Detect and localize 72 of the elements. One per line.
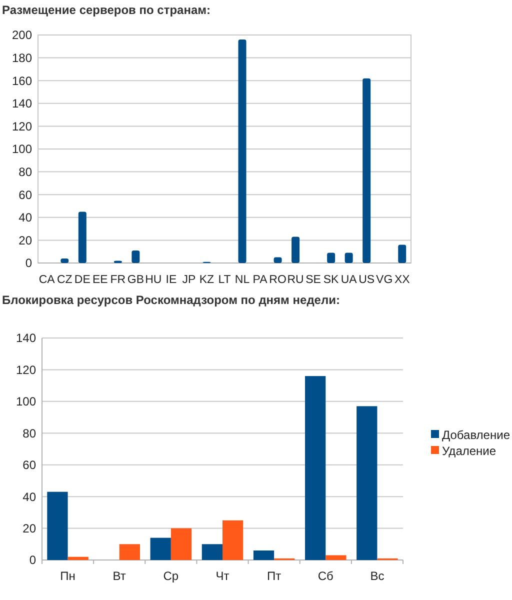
x-tick-label: XX bbox=[394, 274, 410, 286]
y-tick-label: 100 bbox=[16, 394, 36, 409]
bar bbox=[253, 550, 274, 560]
y-tick-label: 140 bbox=[16, 331, 36, 346]
x-tick-label: GB bbox=[127, 274, 144, 286]
x-tick-label: HU bbox=[145, 274, 162, 286]
x-tick-label: Вт bbox=[112, 569, 126, 583]
bar bbox=[150, 538, 171, 560]
x-tick-label: VG bbox=[376, 274, 393, 286]
bar bbox=[274, 257, 282, 263]
y-tick-label: 120 bbox=[12, 119, 32, 134]
y-tick-label: 180 bbox=[12, 51, 32, 65]
x-tick-label: Пт bbox=[267, 569, 282, 583]
y-tick-label: 100 bbox=[12, 142, 32, 156]
chart-title: Блокировка ресурсов Роскомнадзором по дням недели: bbox=[2, 293, 340, 307]
x-tick-label: EE bbox=[92, 274, 108, 286]
bar bbox=[47, 492, 68, 560]
x-tick-label: UA bbox=[340, 274, 358, 286]
x-tick-label: IE bbox=[166, 274, 177, 286]
y-tick-label: 40 bbox=[18, 210, 32, 225]
bar bbox=[344, 252, 353, 263]
x-tick-label: JP bbox=[182, 274, 196, 286]
x-tick-label: PA bbox=[252, 274, 268, 286]
bar bbox=[292, 236, 300, 263]
x-tick-label: Пн bbox=[60, 569, 76, 583]
x-tick-label: RO bbox=[269, 274, 286, 286]
y-tick-label: 60 bbox=[22, 458, 36, 472]
y-tick-label: 0 bbox=[29, 553, 36, 568]
y-tick-label: 140 bbox=[12, 96, 32, 111]
y-tick-label: 40 bbox=[22, 490, 36, 504]
bar bbox=[119, 544, 140, 560]
bar bbox=[68, 556, 88, 560]
x-tick-label: Ср bbox=[163, 569, 179, 583]
y-tick-label: 80 bbox=[18, 165, 32, 179]
bar bbox=[202, 544, 222, 560]
x-tick-label: Вс bbox=[370, 569, 384, 583]
legend-label: Добавление bbox=[442, 428, 510, 442]
y-tick-label: 20 bbox=[18, 233, 32, 248]
chart-title: Размещение серверов по странам: bbox=[2, 3, 211, 17]
bar bbox=[132, 250, 140, 263]
x-tick-label: LT bbox=[218, 274, 231, 286]
bar bbox=[356, 406, 378, 560]
y-tick-label: 20 bbox=[22, 521, 36, 536]
bar bbox=[398, 244, 406, 263]
y-tick-label: 80 bbox=[22, 426, 36, 440]
x-tick-label: NL bbox=[234, 274, 250, 286]
x-tick-label: CA bbox=[38, 274, 56, 286]
legend-label: Удаление bbox=[442, 444, 496, 458]
y-tick-label: 120 bbox=[16, 362, 36, 377]
x-tick-label: DE bbox=[74, 274, 91, 286]
y-tick-label: 200 bbox=[12, 28, 32, 42]
y-tick-label: 0 bbox=[25, 256, 32, 270]
x-tick-label: US bbox=[358, 274, 375, 286]
x-tick-label: SK bbox=[323, 274, 340, 286]
bar bbox=[326, 555, 346, 560]
x-tick-label: RU bbox=[287, 274, 304, 286]
bar bbox=[238, 40, 246, 263]
bar bbox=[78, 212, 86, 263]
bar bbox=[305, 376, 326, 560]
bar bbox=[362, 78, 371, 263]
x-tick-label: Чт bbox=[216, 569, 230, 583]
bar bbox=[222, 520, 244, 560]
bar bbox=[170, 528, 192, 560]
y-tick-label: 60 bbox=[18, 188, 32, 202]
x-tick-label: KZ bbox=[199, 274, 214, 286]
bar bbox=[60, 258, 69, 263]
x-tick-label: SE bbox=[306, 274, 322, 286]
x-tick-label: Сб bbox=[318, 569, 334, 583]
x-tick-label: FR bbox=[110, 274, 126, 286]
x-tick-label: CZ bbox=[56, 274, 72, 286]
bar bbox=[327, 252, 336, 263]
y-tick-label: 160 bbox=[12, 74, 32, 88]
